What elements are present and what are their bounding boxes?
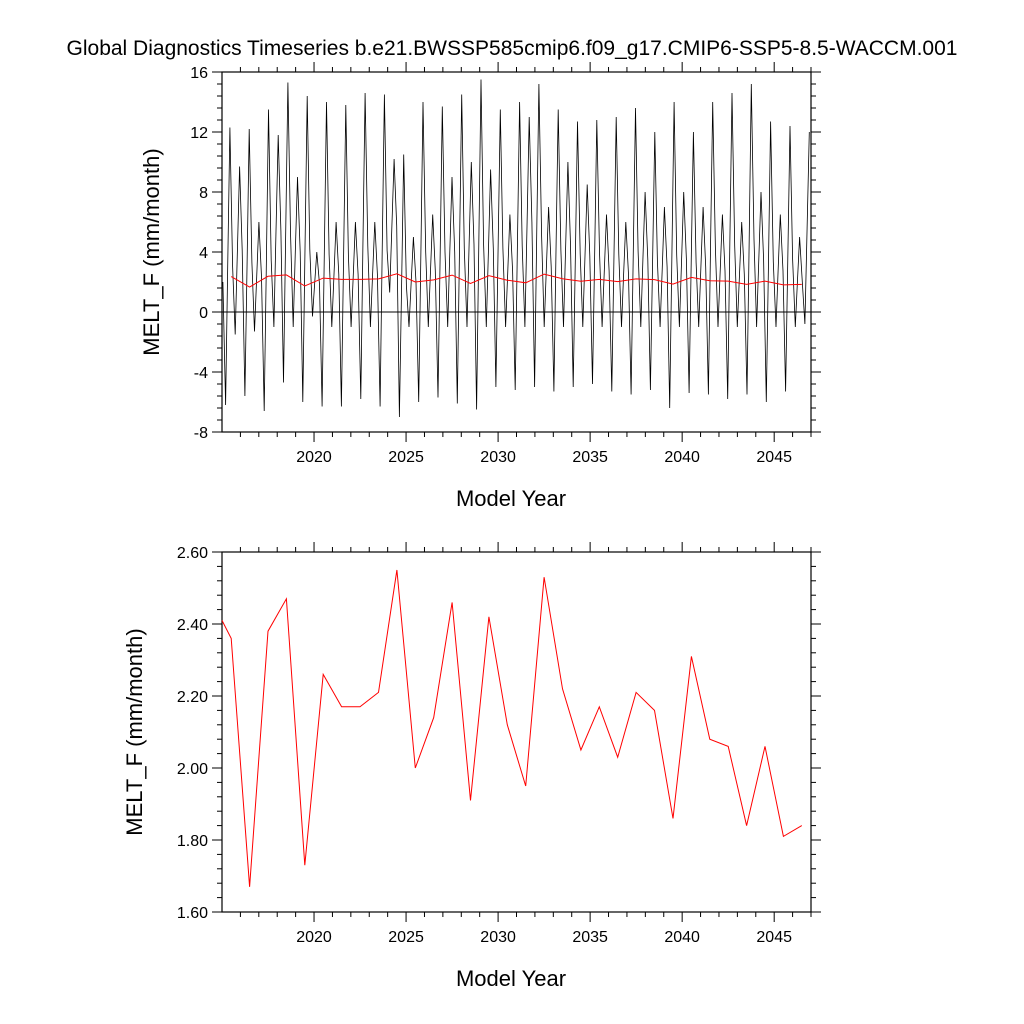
x-tick-label: 2025	[388, 929, 424, 946]
series-annual-line	[221, 569, 803, 887]
y-tick-label: 8	[199, 185, 208, 202]
y-tick-label: 4	[199, 245, 208, 262]
y-tick-label: 2.60	[177, 545, 208, 562]
x-axis-label: Model Year	[456, 966, 566, 991]
y-tick-label: 2.20	[177, 689, 208, 706]
x-tick-label: 2040	[664, 929, 700, 946]
axis-ticks	[212, 542, 821, 922]
series-annual-line	[230, 273, 802, 288]
x-tick-label: 2035	[572, 449, 608, 466]
plot-frame	[221, 71, 812, 433]
y-tick-label: -8	[194, 425, 208, 442]
x-tick-label: 2030	[480, 929, 516, 946]
y-tick-labels: -8 -4 0 4 8 12 16	[190, 65, 208, 442]
y-tick-label: 0	[199, 305, 208, 322]
x-tick-label: 2035	[572, 929, 608, 946]
x-tick-label: 2045	[756, 929, 792, 946]
y-tick-label: -4	[194, 365, 208, 382]
chart-annual-timeseries: 2020 2025 2030 2035 2040 2045 1.60 1.80 2.00 2.2…	[122, 542, 821, 991]
y-axis-label: MELT_F (mm/month)	[122, 628, 147, 835]
x-tick-label: 2040	[664, 449, 700, 466]
x-tick-label: 2020	[296, 929, 332, 946]
y-tick-label: 2.40	[177, 617, 208, 634]
axis-ticks	[212, 62, 821, 442]
chart-monthly-timeseries: 2020 2025 2030 2035 2040 2045 -8 -4 0 4 8 12 16 Mod…	[139, 62, 821, 511]
y-tick-label: 16	[190, 65, 208, 82]
y-tick-label: 1.80	[177, 833, 208, 850]
y-tick-label: 2.00	[177, 761, 208, 778]
x-tick-labels: 2020 2025 2030 2035 2040 2045	[296, 929, 792, 946]
x-tick-label: 2025	[388, 449, 424, 466]
x-tick-labels: 2020 2025 2030 2035 2040 2045	[296, 449, 792, 466]
y-tick-labels: 1.60 1.80 2.00 2.20 2.40 2.60	[177, 545, 208, 922]
y-tick-label: 1.60	[177, 905, 208, 922]
y-tick-label: 12	[190, 125, 208, 142]
page-title: Global Diagnostics Timeseries b.e21.BWSS…	[67, 37, 958, 60]
x-tick-label: 2020	[296, 449, 332, 466]
y-axis-label: MELT_F (mm/month)	[139, 148, 164, 355]
series-monthly-line	[222, 79, 810, 418]
x-tick-label: 2030	[480, 449, 516, 466]
x-axis-label: Model Year	[456, 486, 566, 511]
plot-frame	[221, 551, 812, 913]
x-tick-label: 2045	[756, 449, 792, 466]
